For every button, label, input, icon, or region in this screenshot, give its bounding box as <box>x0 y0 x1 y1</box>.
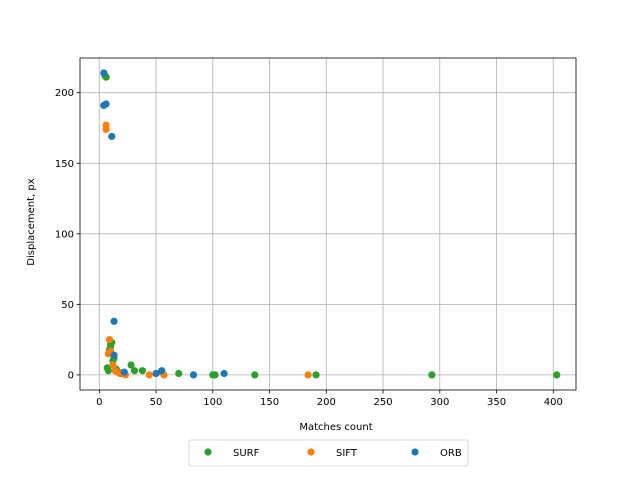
surf-point <box>104 367 112 375</box>
legend-marker-surf <box>204 448 212 456</box>
legend-marker-sift <box>307 448 315 456</box>
orb-point <box>102 100 110 108</box>
y-tick-label: 200 <box>55 88 74 99</box>
orb-point <box>220 369 228 378</box>
orb-point <box>120 368 128 376</box>
sift-point <box>109 361 117 369</box>
x-tick-label: 100 <box>203 397 222 408</box>
legend-box <box>188 439 469 467</box>
orb-point <box>110 317 118 325</box>
x-tick-label: 300 <box>430 397 449 408</box>
y-axis-label: Displacement, px <box>26 178 37 265</box>
sift-point <box>304 371 312 379</box>
x-axis-label: Matches count <box>299 422 372 433</box>
y-tick-label: 100 <box>55 229 74 240</box>
x-tick-label: 400 <box>544 397 563 408</box>
grid-lines <box>80 58 576 390</box>
x-tick-label: 250 <box>374 397 393 408</box>
legend-label-orb: ORB <box>440 448 462 459</box>
orb-point <box>110 351 118 359</box>
x-tick-label: 200 <box>317 397 336 408</box>
legend-label-surf: SURF <box>233 448 260 459</box>
y-tick-label: 150 <box>55 159 74 170</box>
sift-point <box>145 371 153 379</box>
orb-point <box>108 132 116 141</box>
legend-marker-orb <box>411 448 419 456</box>
orb-point <box>189 371 198 379</box>
x-tick-label: 50 <box>150 397 163 408</box>
sift-point <box>105 336 114 344</box>
surf-point <box>251 371 259 379</box>
x-tick-label: 350 <box>487 397 506 408</box>
orb-point <box>100 69 108 77</box>
orb-point <box>158 367 166 375</box>
axis-ticks: 0 50 100 150 200 250 300 350 400 0 50 100 150 200 <box>55 88 563 408</box>
y-tick-label: 0 <box>68 370 74 381</box>
legend: SURF SIFT ORB <box>188 439 469 467</box>
surf-point <box>138 367 147 375</box>
x-tick-label: 150 <box>260 397 279 408</box>
sift-point <box>102 125 110 133</box>
orb-point <box>152 369 160 378</box>
surf-point <box>130 367 139 375</box>
surf-point <box>553 371 561 379</box>
legend-label-sift: SIFT <box>336 448 358 459</box>
surf-point <box>127 361 135 369</box>
surf-point <box>312 371 320 379</box>
y-tick-label: 50 <box>61 300 74 311</box>
surf-point <box>175 369 183 378</box>
x-tick-label: 0 <box>96 397 102 408</box>
surf-point <box>428 371 436 379</box>
data-points <box>100 69 561 379</box>
surf-point <box>211 371 219 379</box>
plot-frame <box>79 57 577 391</box>
